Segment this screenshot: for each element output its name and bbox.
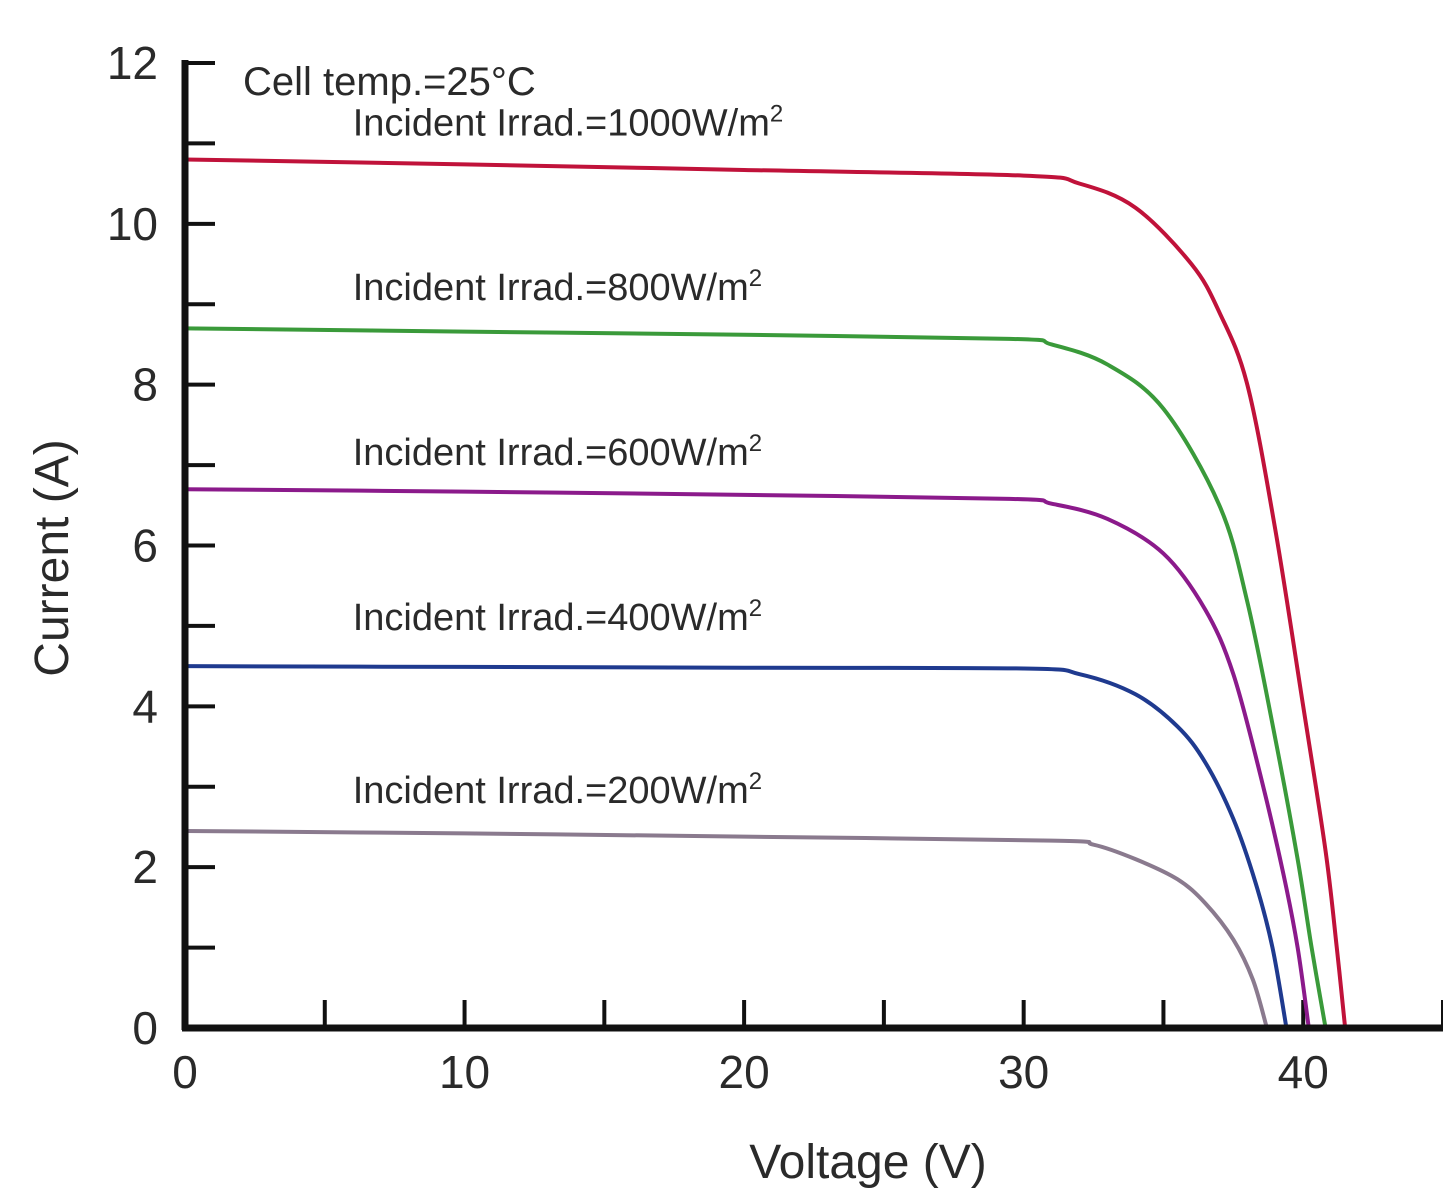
series-line-0: [183, 157, 1348, 1030]
x-tick-label: 20: [719, 1046, 770, 1098]
y-tick-label: 8: [132, 359, 158, 411]
series-line-2: [183, 487, 1311, 1030]
x-tick-label: 10: [439, 1046, 490, 1098]
x-axis-title: Voltage (V): [749, 1136, 986, 1189]
curves: [183, 157, 1348, 1030]
y-tick-label: 0: [132, 1002, 158, 1054]
series-label: Incident Irrad.=400W/m2: [353, 595, 762, 639]
y-tick-label: 12: [107, 37, 158, 89]
tick-marks: [185, 141, 1443, 1028]
x-tick-label: 40: [1278, 1046, 1329, 1098]
series-label-superscript: 2: [749, 430, 762, 457]
y-tick-labels: 0 2 4 6 8 10 12: [107, 37, 158, 1054]
y-axis-title: Current (A): [26, 439, 79, 676]
x-tick-label: 30: [998, 1046, 1049, 1098]
x-tick-label: 0: [172, 1046, 198, 1098]
cell-temp-annotation: Cell temp.=25°C: [243, 60, 536, 104]
series-labels: Incident Irrad.=1000W/m2 Incident Irrad.=…: [353, 100, 784, 811]
y-tick-label: 6: [132, 520, 158, 572]
series-label: Incident Irrad.=600W/m2: [353, 430, 762, 474]
series-label-superscript: 2: [749, 595, 762, 622]
series-label-superscript: 2: [749, 768, 762, 795]
y-tick-label: 10: [107, 198, 158, 250]
series-label: Incident Irrad.=200W/m2: [353, 768, 762, 812]
x-tick-labels: 0 10 20 30 40: [172, 1046, 1329, 1098]
series-label: Incident Irrad.=1000W/m2: [353, 100, 784, 144]
series-line-4: [183, 828, 1269, 1030]
series-line-3: [183, 664, 1289, 1030]
series-label-superscript: 2: [770, 100, 783, 127]
series-line-1: [183, 326, 1328, 1030]
series-label: Incident Irrad.=800W/m2: [353, 265, 762, 309]
y-tick-label: 4: [132, 680, 158, 732]
series-label-superscript: 2: [749, 265, 762, 292]
y-tick-label: 2: [132, 841, 158, 893]
